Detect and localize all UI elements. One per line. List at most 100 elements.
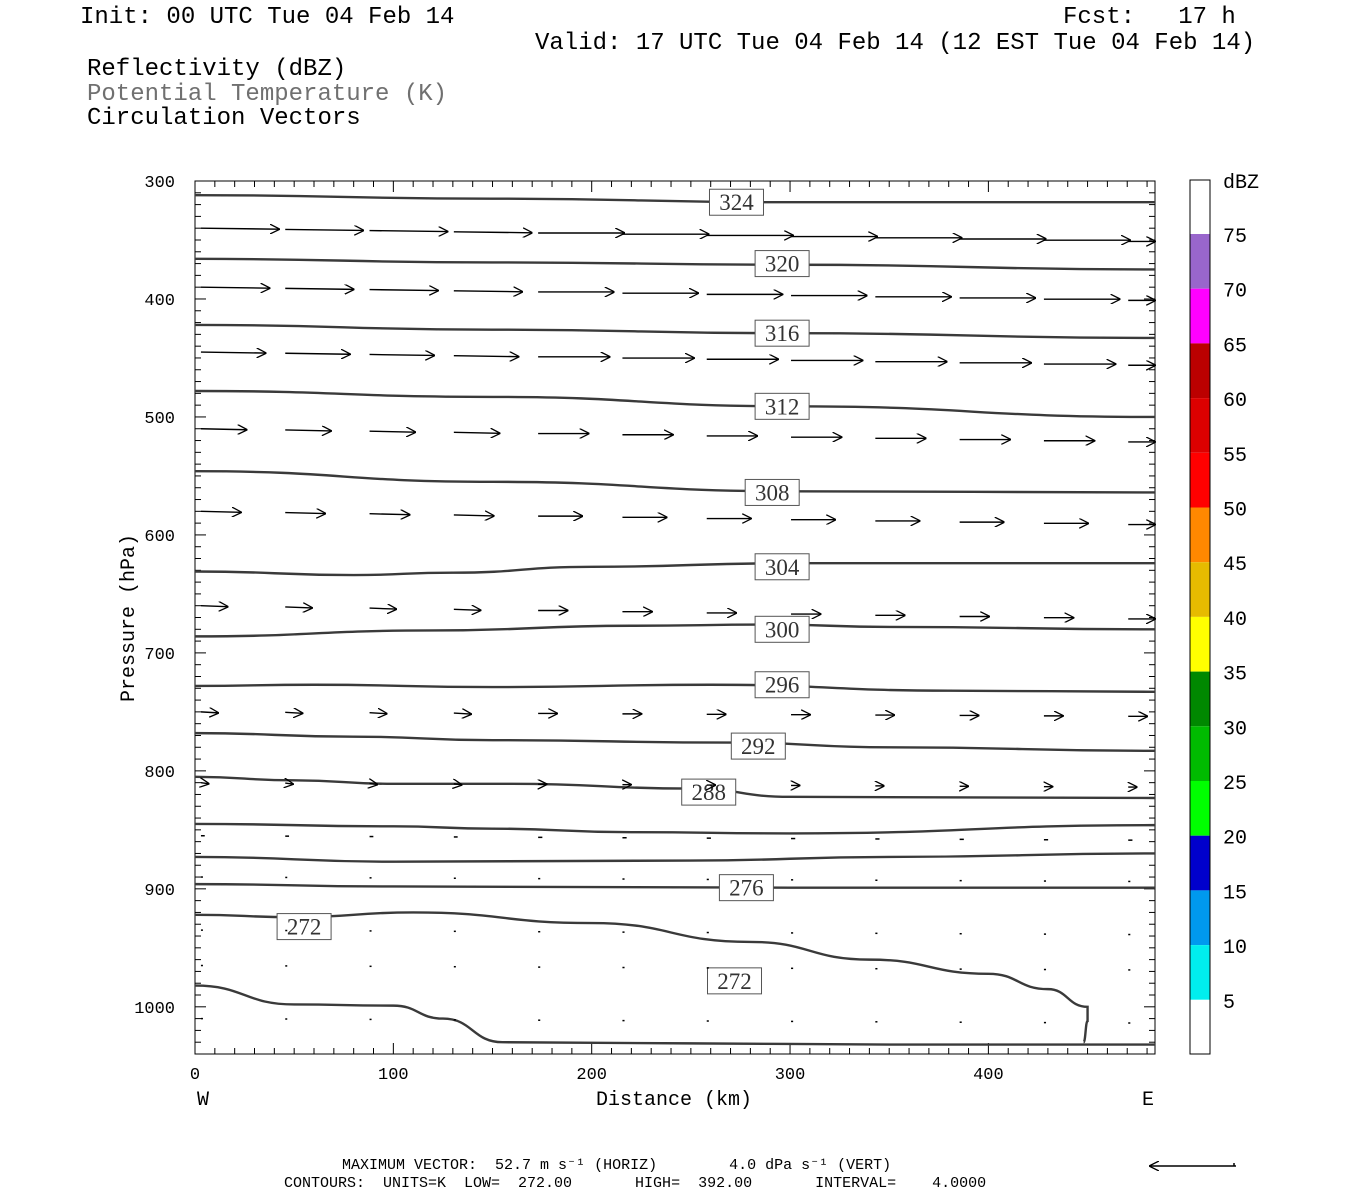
field-reflectivity-label: Reflectivity (dBZ) <box>87 56 347 83</box>
circulation-vector <box>453 356 519 357</box>
circulation-vector <box>200 352 266 353</box>
forecast-hour: Fcst: 17 h <box>1063 4 1236 31</box>
theta-contour-label: 292 <box>741 734 776 759</box>
colorbar-swatch <box>1190 562 1210 617</box>
colorbar-label: 75 <box>1223 226 1247 249</box>
colorbar-label: 5 <box>1223 992 1235 1015</box>
colorbar-swatch <box>1190 726 1210 781</box>
theta-contour-label-box <box>707 967 763 995</box>
theta-contour-line <box>194 389 1156 419</box>
theta-contour-label-box <box>754 671 810 699</box>
circulation-vector <box>369 514 410 515</box>
theta-contour-label-box <box>754 553 810 581</box>
theta-contour-line <box>194 775 1156 800</box>
plot-frame <box>194 180 1156 1055</box>
east-label: E <box>1142 1089 1154 1112</box>
colorbar-label: 55 <box>1223 445 1247 468</box>
colorbar-swatch <box>1190 890 1210 946</box>
colorbar-swatch <box>1190 452 1210 508</box>
y-axis-title: Pressure (hPa) <box>118 534 141 702</box>
colorbar-unit: dBZ <box>1223 172 1259 195</box>
theta-contour-label-box <box>276 913 332 941</box>
theta-contour-label-box <box>754 250 810 278</box>
colorbar-swatch <box>1190 999 1210 1055</box>
theta-contour-label: 300 <box>765 617 800 642</box>
theta-contour-label-box <box>754 392 810 420</box>
field-vectors-label: Circulation Vectors <box>87 105 361 132</box>
x-axis-title: Distance (km) <box>596 1089 752 1112</box>
x-tick-label: 0 <box>190 1066 200 1085</box>
y-tick-label: 500 <box>144 410 175 429</box>
colorbar-swatch <box>1190 616 1210 672</box>
x-tick-label: 400 <box>973 1066 1004 1085</box>
circulation-vector <box>369 290 438 291</box>
theta-contour-label-box <box>754 319 810 347</box>
theta-contour-line <box>194 623 1156 638</box>
circulation-vector <box>285 288 353 289</box>
colorbar-label: 35 <box>1223 664 1247 687</box>
x-tick-label: 200 <box>576 1066 607 1085</box>
max-vector-note: MAXIMUM VECTOR: 52.7 m s⁻¹ (HORIZ) 4.0 d… <box>342 1157 892 1174</box>
y-tick-label: 1000 <box>134 1000 175 1019</box>
colorbar-swatch <box>1190 507 1210 563</box>
theta-contour-line <box>194 911 1089 1044</box>
circulation-vector <box>453 232 532 233</box>
circulation-vector <box>369 231 448 232</box>
theta-contour-line <box>194 882 1155 889</box>
circulation-vector <box>200 511 241 512</box>
theta-contour-label-box <box>718 874 774 902</box>
circulation-vector <box>285 430 331 431</box>
colorbar-label: 30 <box>1223 718 1247 741</box>
colorbar-swatch <box>1190 398 1210 453</box>
colorbar-label: 25 <box>1223 773 1247 796</box>
colorbar-swatch <box>1190 945 1210 1000</box>
circulation-vector <box>454 784 462 785</box>
circulation-vector <box>201 783 209 784</box>
init-time: Init: 00 UTC Tue 04 Feb 14 <box>80 4 455 31</box>
theta-contour-label: 288 <box>691 780 726 805</box>
colorbar-label: 15 <box>1223 882 1247 905</box>
theta-contour-line <box>194 984 1155 1046</box>
colorbar-label: 65 <box>1223 335 1247 358</box>
theta-contour-line <box>194 683 1156 694</box>
circulation-vector <box>200 228 279 229</box>
theta-contour-line <box>194 562 1155 577</box>
valid-time: Valid: 17 UTC Tue 04 Feb 14 (12 EST Tue … <box>535 30 1256 57</box>
theta-contour-label-box <box>708 188 764 216</box>
theta-contour-line <box>194 257 1156 271</box>
circulation-vector <box>453 291 522 292</box>
west-label: W <box>197 1089 209 1112</box>
theta-contour-label: 276 <box>729 876 764 901</box>
y-tick-label: 700 <box>144 646 175 665</box>
theta-contour-label: 272 <box>287 915 322 940</box>
x-tick-label: 300 <box>775 1066 806 1085</box>
colorbar-label: 60 <box>1223 390 1247 413</box>
colorbar-label: 70 <box>1223 281 1247 304</box>
theta-contour-label: 320 <box>765 252 800 277</box>
colorbar-label: 50 <box>1223 500 1247 523</box>
theta-contour-label-box <box>681 778 737 806</box>
circulation-vector <box>453 432 500 433</box>
y-tick-label: 300 <box>144 174 175 193</box>
circulation-vector <box>285 607 312 608</box>
colorbar-outline <box>1189 179 1211 1055</box>
theta-contour-line <box>194 470 1156 494</box>
circulation-vector <box>200 712 218 713</box>
circulation-vector <box>200 606 228 607</box>
theta-contour-label: 324 <box>719 190 754 215</box>
circulation-vector <box>200 429 247 430</box>
theta-contour-label: 316 <box>765 321 800 346</box>
theta-contour-label: 308 <box>755 480 790 505</box>
contour-info-note: CONTOURS: UNITS=K LOW= 272.00 HIGH= 392.… <box>284 1175 987 1192</box>
colorbar-swatch <box>1190 234 1210 289</box>
colorbar-swatch <box>1190 781 1210 836</box>
theta-contour-line <box>194 731 1156 753</box>
circulation-vector <box>285 513 325 514</box>
theta-contour-label: 296 <box>765 673 800 698</box>
colorbar-swatch <box>1190 671 1210 727</box>
theta-contour-line <box>194 822 1156 835</box>
theta-contour-line <box>194 852 1156 863</box>
y-tick-label: 800 <box>144 764 175 783</box>
theta-contour-label: 304 <box>765 555 800 580</box>
circulation-vector <box>285 712 302 713</box>
